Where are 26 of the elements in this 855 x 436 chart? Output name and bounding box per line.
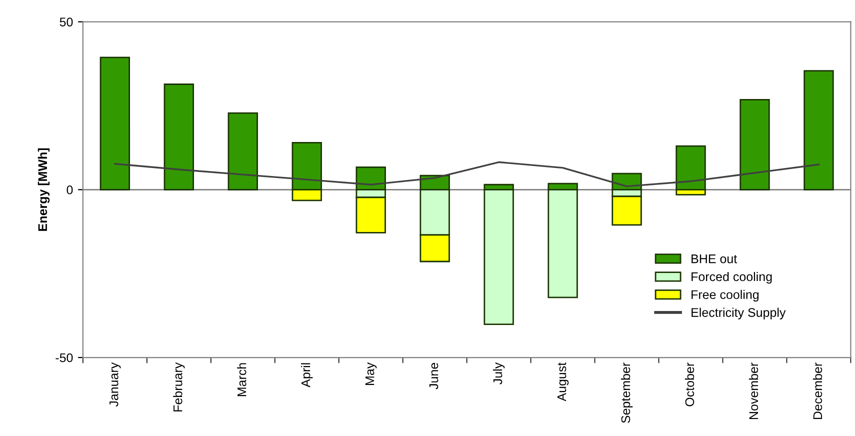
x-tick-label: February (173, 362, 185, 412)
x-tick-label: August (557, 362, 569, 402)
bar (164, 84, 194, 190)
x-tick-label: January (110, 362, 121, 407)
x-tick-label: May (365, 362, 377, 385)
x-tick-label: December (812, 362, 822, 420)
x-tick-label: April (301, 363, 313, 388)
bar (740, 98, 770, 190)
y-tick-label: 0 (66, 185, 73, 194)
bar (228, 112, 258, 190)
legend-label: Forced cooling (692, 272, 772, 284)
x-tick-label: July (492, 362, 505, 384)
y-tick-label: 50 (60, 18, 73, 26)
y-tick-label: -50 (56, 353, 73, 362)
x-tick-label: June (429, 362, 438, 390)
y-axis-title: Energy [MWh] (38, 148, 50, 231)
line-series (114, 161, 820, 188)
x-tick-label: March (237, 363, 246, 396)
x-tick-label: September (620, 362, 633, 423)
legend-label: Free cooling (692, 290, 759, 302)
bar (100, 56, 130, 190)
bar (804, 70, 834, 190)
legend-label: BHE out (692, 254, 738, 264)
legend-label: Electricity Supply (692, 308, 786, 320)
x-tick-label: November (748, 362, 758, 420)
x-tick-label: October (684, 362, 694, 406)
